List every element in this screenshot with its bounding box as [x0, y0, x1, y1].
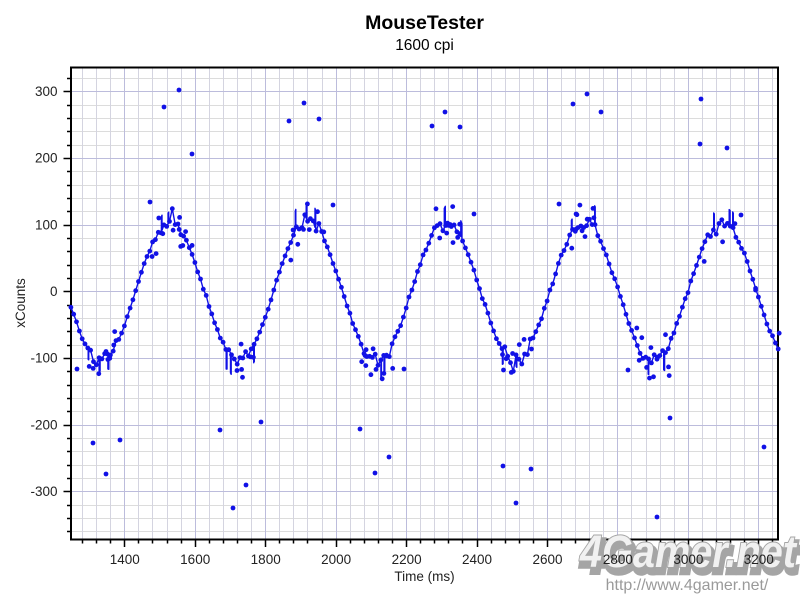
svg-text:200: 200 [35, 151, 58, 166]
svg-text:-100: -100 [30, 351, 57, 366]
svg-text:xCounts: xCounts [13, 278, 28, 328]
svg-text:0: 0 [50, 284, 58, 299]
svg-text:MouseTester: MouseTester [365, 12, 484, 34]
svg-text:Time (ms): Time (ms) [394, 569, 454, 584]
svg-text:2800: 2800 [603, 552, 633, 567]
svg-text:100: 100 [35, 217, 58, 232]
svg-text:300: 300 [35, 84, 58, 99]
svg-text:2400: 2400 [462, 552, 492, 567]
svg-text:2200: 2200 [392, 552, 422, 567]
svg-text:http://www.4gamer.net/: http://www.4gamer.net/ [606, 577, 769, 594]
svg-text:-300: -300 [30, 484, 57, 499]
svg-text:3200: 3200 [744, 552, 774, 567]
svg-text:-200: -200 [30, 417, 57, 432]
svg-text:1400: 1400 [110, 552, 140, 567]
svg-text:1600: 1600 [180, 552, 210, 567]
svg-text:2000: 2000 [321, 552, 351, 567]
svg-text:4Gamer.net: 4Gamer.net [579, 526, 798, 577]
svg-text:1800: 1800 [251, 552, 281, 567]
svg-text:4Gamer.net: 4Gamer.net [581, 531, 800, 582]
svg-text:3000: 3000 [673, 552, 703, 567]
svg-text:2600: 2600 [532, 552, 562, 567]
svg-text:1600 cpi: 1600 cpi [395, 37, 454, 54]
